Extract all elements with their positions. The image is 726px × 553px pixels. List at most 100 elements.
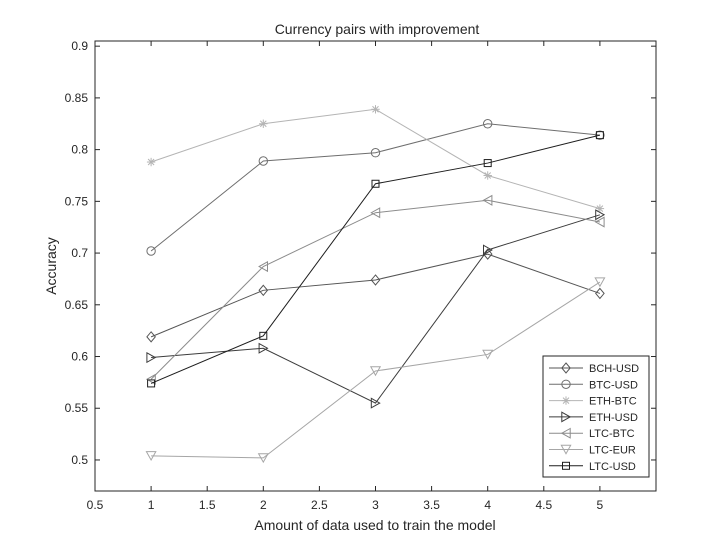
series-line-ltc-btc [150,199,600,380]
y-axis-ticks: 0.5 0.55 0.6 0.65 0.7 0.75 0.8 0.85 0.9 [65,39,656,467]
legend-label-bch-usd: BCH-USD [589,363,639,375]
y-tick-label: 0.6 [71,350,88,364]
legend-item-ltc-usd: LTC-USD [549,461,636,473]
y-tick-label: 0.5 [71,453,88,467]
series-bch-usd [146,248,605,343]
series-line-btc-usd [150,123,600,252]
data-point-ltc-btc [258,260,268,273]
data-point-eth-btc [371,105,380,114]
legend-marker-ltc-usd [562,461,570,470]
x-axis-label: Amount of data used to train the model [254,517,495,533]
series-line-ltc-eur [151,281,601,459]
data-point-ltc-usd [147,379,156,388]
x-tick-label: 5 [597,498,604,512]
data-point-ltc-eur [594,277,606,288]
legend-label-ltc-eur: LTC-EUR [589,445,636,457]
legend: BCH-USD BTC-USD ETH-BTC ETH-USD LTC-BTC LTC-E… [542,355,650,478]
chart-title: Currency pairs with improvement [275,21,480,37]
data-point-bch-usd [482,248,493,260]
legend-item-ltc-btc: LTC-BTC [549,427,635,440]
legend-marker-bch-usd [561,362,571,374]
legend-item-bch-usd: BCH-USD [549,362,639,375]
legend-item-eth-btc: ETH-BTC [549,396,637,408]
asterisk-stroke [484,172,492,179]
y-tick-label: 0.9 [71,39,88,53]
data-point-eth-usd [595,209,606,221]
x-tick-label: 3.5 [423,498,440,512]
asterisk-stroke [562,397,570,404]
legend-marker-btc-usd [561,379,571,389]
data-point-eth-usd [370,397,381,409]
legend-label-btc-usd: BTC-USD [589,379,638,391]
legend-item-ltc-eur: LTC-EUR [549,445,636,457]
data-point-ltc-usd [595,131,604,140]
data-point-ltc-btc [482,194,493,206]
y-tick-label: 0.55 [65,401,89,415]
x-axis-ticks: 0.5 1 1.5 2 2.5 3 3.5 4 4.5 5 [87,41,604,512]
data-point-eth-btc [259,119,268,128]
data-point-bch-usd [146,331,156,343]
series-ltc-eur [145,277,606,464]
series-layer [145,105,606,464]
asterisk-stroke [259,120,267,128]
y-tick-label: 0.85 [65,91,89,105]
legend-marker-ltc-eur [560,444,572,455]
x-tick-label: 2 [260,498,267,512]
legend-marker-ltc-btc [560,427,571,439]
y-axis-label: Accuracy [43,237,59,295]
data-point-eth-usd [146,351,157,364]
data-point-btc-usd [595,130,605,140]
data-point-ltc-btc [370,207,381,219]
legend-marker-eth-usd [561,411,572,423]
y-tick-label: 0.7 [71,246,88,260]
data-point-bch-usd [258,284,269,297]
legend-label-eth-btc: ETH-BTC [589,396,637,408]
series-eth-btc [146,105,605,213]
x-tick-label: 2.5 [311,498,328,512]
asterisk-stroke [147,158,155,166]
data-point-ltc-usd [371,179,380,188]
data-point-eth-usd [258,342,269,354]
data-point-btc-usd [146,246,156,256]
legend-label-eth-usd: ETH-USD [589,412,638,424]
series-line-ltc-usd [150,134,601,384]
data-point-eth-btc [146,157,156,167]
data-point-ltc-usd [259,331,268,340]
data-point-ltc-eur [257,453,269,464]
y-tick-label: 0.8 [71,143,88,157]
data-point-btc-usd [258,156,268,166]
data-point-bch-usd [370,274,381,286]
asterisk-stroke [372,105,379,113]
x-tick-label: 4.5 [535,498,552,512]
data-point-btc-usd [370,148,381,158]
data-point-ltc-eur [369,366,382,377]
data-point-ltc-btc [594,216,605,228]
data-point-eth-btc [483,171,492,180]
legend-item-btc-usd: BTC-USD [549,379,638,391]
asterisk-stroke [596,205,604,212]
data-point-bch-usd [595,287,605,300]
y-tick-label: 0.75 [65,194,89,208]
x-tick-label: 1.5 [199,498,216,512]
legend-item-eth-usd: ETH-USD [549,411,638,424]
x-tick-label: 0.5 [87,498,104,512]
data-point-ltc-usd [483,159,492,168]
series-btc-usd [146,119,605,256]
data-point-ltc-btc [145,373,156,385]
data-point-ltc-eur [145,451,157,462]
legend-label-ltc-btc: LTC-BTC [589,428,635,440]
legend-marker-eth-btc [561,396,571,405]
x-tick-label: 3 [372,498,379,512]
y-tick-label: 0.65 [65,298,89,312]
legend-label-ltc-usd: LTC-USD [589,461,636,473]
data-point-btc-usd [483,119,493,129]
series-line-bch-usd [150,253,601,338]
data-point-eth-usd [483,244,493,256]
x-tick-label: 1 [148,498,155,512]
data-point-eth-btc [595,204,605,213]
series-ltc-btc [145,194,605,385]
data-point-ltc-eur [482,349,494,360]
series-ltc-usd [147,131,604,388]
x-tick-label: 4 [484,498,491,512]
